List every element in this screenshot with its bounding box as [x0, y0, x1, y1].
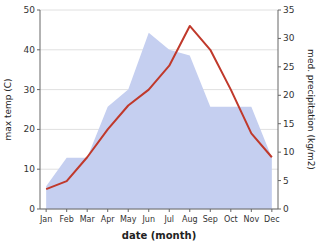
- x-tick-label: May: [120, 215, 137, 224]
- axes: 0 10 20 30 40 50 0 5 10 15 20 25 30 35 Jan Feb Mar Apr May…: [24, 5, 295, 224]
- x-tick-label: Dec: [264, 215, 279, 224]
- y-tick-label: 0: [29, 204, 35, 214]
- plot-area: [46, 26, 272, 209]
- y2-tick: [278, 123, 281, 124]
- y-tick: [37, 209, 40, 210]
- x-tick-label: Jan: [39, 215, 52, 224]
- y-tick-label: 20: [24, 124, 36, 134]
- temp-line: [46, 26, 272, 189]
- y-tick: [37, 129, 40, 130]
- x-tick: [107, 209, 108, 212]
- x-tick: [230, 209, 231, 212]
- y2-tick: [278, 95, 281, 96]
- y2-tick: [278, 38, 281, 39]
- x-tick: [66, 209, 67, 212]
- y2-tick: [278, 66, 281, 67]
- y2-tick-label: 25: [283, 62, 294, 72]
- x-axis-line: [40, 209, 278, 210]
- x-tick: [189, 209, 190, 212]
- grid-line: [40, 10, 278, 11]
- y2-tick: [278, 152, 281, 153]
- x-tick: [210, 209, 211, 212]
- x-tick: [87, 209, 88, 212]
- x-tick-label: Jun: [141, 215, 155, 224]
- grid-line: [40, 209, 278, 210]
- y-tick: [37, 89, 40, 90]
- y-tick-label: 40: [24, 45, 36, 55]
- y2-tick-label: 0: [283, 204, 289, 214]
- x-tick: [169, 209, 170, 212]
- x-tick-label: Aug: [182, 215, 198, 224]
- x-tick-label: Feb: [60, 215, 74, 224]
- x-tick: [271, 209, 272, 212]
- y-axis-line: [40, 10, 41, 209]
- x-tick: [128, 209, 129, 212]
- y2-tick-label: 10: [283, 147, 295, 157]
- chart: 0 10 20 30 40 50 0 5 10 15 20 25 30 35 Jan Feb Mar Apr May…: [0, 0, 318, 247]
- y2-tick: [278, 10, 281, 11]
- y2-axis-label: med. precipitation (kg/m2): [306, 49, 316, 170]
- grid: [40, 10, 278, 209]
- x-tick: [148, 209, 149, 212]
- y-tick: [37, 169, 40, 170]
- y-tick-label: 10: [24, 164, 36, 174]
- y2-tick: [278, 209, 281, 210]
- y2-tick-label: 35: [283, 5, 294, 15]
- y2-tick: [278, 180, 281, 181]
- precip-area: [46, 33, 272, 209]
- x-tick-label: Mar: [80, 215, 96, 224]
- y-axis-label: max temp (C): [3, 78, 13, 140]
- x-tick-label: Jul: [163, 215, 174, 224]
- y2-tick-label: 30: [283, 33, 295, 43]
- x-axis-label: date (month): [122, 230, 196, 241]
- y-tick-label: 30: [24, 85, 36, 95]
- y2-tick-label: 20: [283, 90, 295, 100]
- y2-tick-label: 5: [283, 176, 289, 186]
- x-tick: [46, 209, 47, 212]
- x-tick-label: Sep: [203, 215, 218, 224]
- x-tick-label: Apr: [101, 215, 116, 224]
- y-tick: [37, 49, 40, 50]
- x-tick: [251, 209, 252, 212]
- y2-tick-label: 15: [283, 119, 294, 129]
- y-tick: [37, 10, 40, 11]
- y2-axis-line: [278, 10, 279, 209]
- x-tick-label: Nov: [244, 215, 260, 224]
- x-tick-label: Oct: [224, 215, 238, 224]
- y-tick-label: 50: [24, 5, 36, 15]
